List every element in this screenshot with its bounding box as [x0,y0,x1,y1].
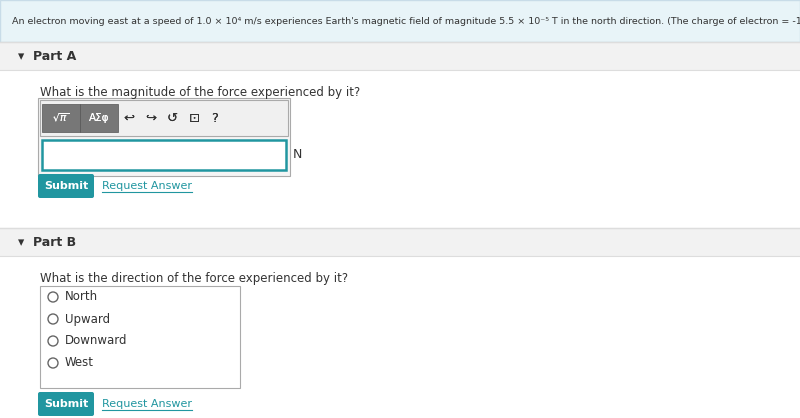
Text: ↪: ↪ [145,112,156,125]
FancyBboxPatch shape [80,104,118,132]
Text: ↪: ↪ [145,112,156,125]
Text: AΣφ: AΣφ [89,113,110,123]
Text: N: N [293,148,302,161]
Text: ⊡: ⊡ [189,112,200,125]
Text: $\sqrt{\pi}$: $\sqrt{\pi}$ [52,112,70,124]
FancyBboxPatch shape [0,0,800,42]
Text: AΣφ: AΣφ [89,113,110,123]
Text: ▾  Part A: ▾ Part A [18,49,76,63]
FancyBboxPatch shape [40,286,240,388]
Text: ↩: ↩ [123,112,134,125]
Text: ↺: ↺ [167,112,178,125]
Text: Submit: Submit [44,181,88,191]
Text: What is the magnitude of the force experienced by it?: What is the magnitude of the force exper… [40,86,360,99]
Text: Request Answer: Request Answer [102,181,192,191]
FancyBboxPatch shape [0,42,800,70]
Circle shape [48,358,58,368]
Text: ⊡: ⊡ [189,112,200,125]
Text: Submit: Submit [44,399,88,409]
Text: Downward: Downward [65,334,127,347]
FancyBboxPatch shape [40,100,288,136]
Text: North: North [65,291,98,303]
FancyBboxPatch shape [38,392,94,416]
FancyBboxPatch shape [40,100,288,136]
Circle shape [48,292,58,302]
FancyBboxPatch shape [38,174,94,198]
FancyBboxPatch shape [0,70,800,228]
Text: What is the direction of the force experienced by it?: What is the direction of the force exper… [40,272,348,285]
FancyBboxPatch shape [80,104,118,132]
Circle shape [48,314,58,324]
Text: ?: ? [211,112,218,125]
Text: Upward: Upward [65,313,110,326]
FancyBboxPatch shape [42,104,80,132]
Text: ↩: ↩ [123,112,134,125]
Text: Request Answer: Request Answer [102,399,192,409]
FancyBboxPatch shape [0,228,800,256]
Text: West: West [65,357,94,370]
Text: ▾  Part B: ▾ Part B [18,235,76,248]
Circle shape [48,336,58,346]
FancyBboxPatch shape [42,104,80,132]
FancyBboxPatch shape [42,140,286,170]
Text: $\sqrt{\pi}$: $\sqrt{\pi}$ [52,112,70,124]
FancyBboxPatch shape [38,98,290,176]
Text: ?: ? [211,112,218,125]
Text: An electron moving east at a speed of 1.0 × 10⁴ m/s experiences Earth's magnetic: An electron moving east at a speed of 1.… [12,16,800,25]
Text: ↺: ↺ [167,112,178,125]
